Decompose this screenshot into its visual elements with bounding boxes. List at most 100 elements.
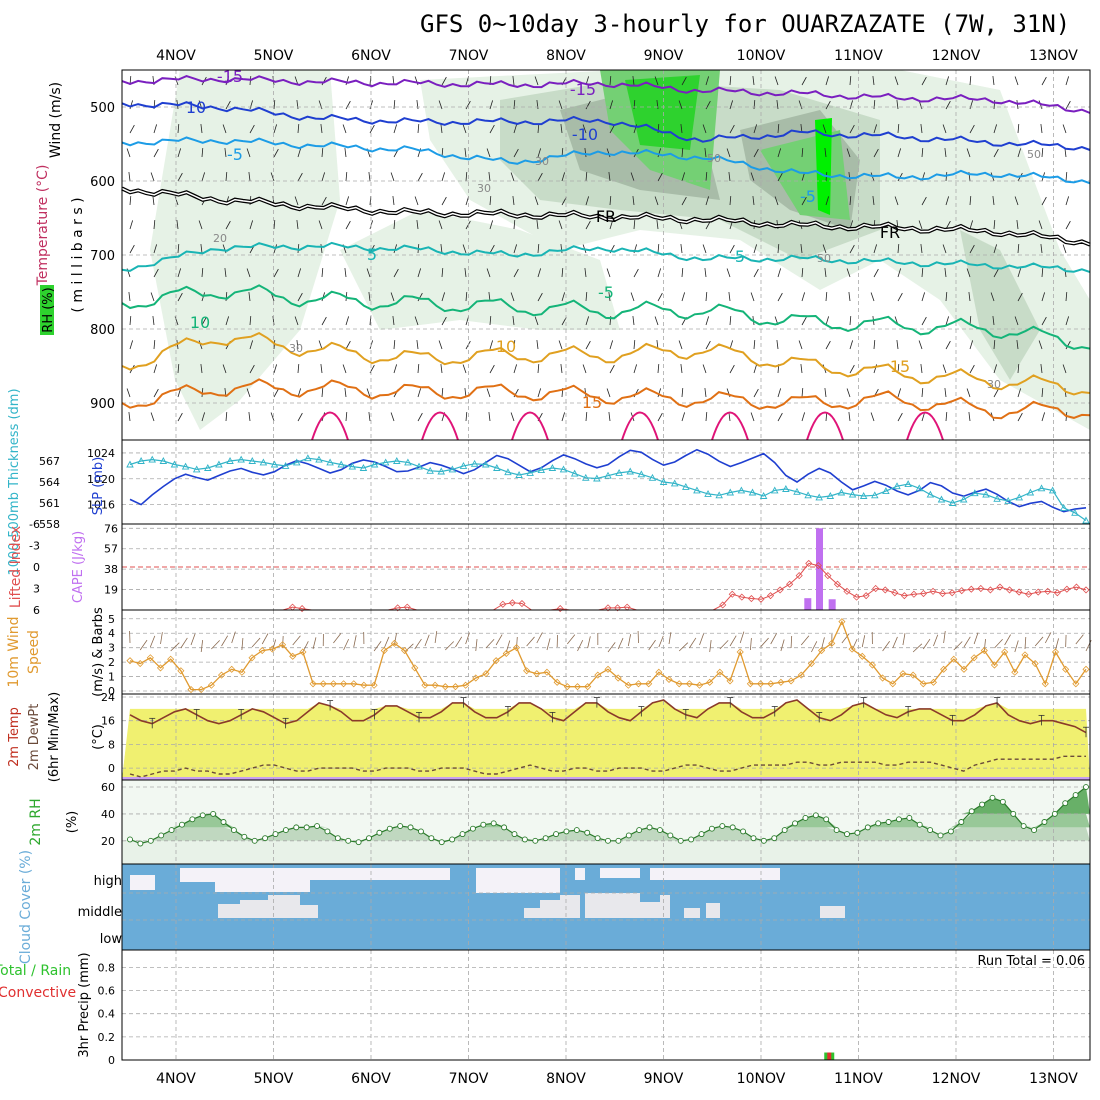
axis-label-cloud: Cloud Cover (%) xyxy=(18,850,34,964)
y-tick-label: 57 xyxy=(104,543,118,556)
axis-label-degc: (°C) xyxy=(91,724,106,750)
wind-barb-10m xyxy=(963,636,971,648)
wind-barb xyxy=(921,292,926,302)
wind-barb xyxy=(296,220,299,230)
li-marker xyxy=(833,580,842,588)
wind-barb xyxy=(849,315,852,326)
wind-barb xyxy=(584,148,587,158)
wind-barb xyxy=(440,124,443,134)
rh-marker xyxy=(1020,823,1027,829)
rh-marker xyxy=(698,831,705,838)
wind-barb xyxy=(1040,124,1043,134)
wind-barb xyxy=(798,100,803,110)
rh-marker xyxy=(781,827,788,834)
wind-speed-marker xyxy=(126,657,134,665)
contour-label: -10 xyxy=(572,125,598,144)
wind-speed-marker xyxy=(228,665,236,673)
wind-barb xyxy=(537,172,543,182)
wind-barb xyxy=(609,100,614,110)
wind-barb xyxy=(153,148,159,158)
x-tick-label-top: 11NOV xyxy=(834,48,883,64)
rh-marker xyxy=(189,816,196,823)
wind-barb xyxy=(248,412,251,422)
wind-barb xyxy=(248,292,251,302)
li-marker xyxy=(786,580,794,588)
li-line xyxy=(130,562,1087,611)
wind-barb xyxy=(417,292,423,302)
li-marker xyxy=(1053,589,1061,597)
wind-barb xyxy=(153,244,158,254)
wind-barb xyxy=(201,172,206,182)
wind-barb-10m xyxy=(404,643,414,653)
wind-barb xyxy=(848,172,851,182)
wind-barb xyxy=(345,196,350,206)
wind-barb xyxy=(1065,100,1071,110)
wind-barb xyxy=(753,388,759,398)
wind-barb xyxy=(606,388,611,398)
wind-barb xyxy=(657,363,660,374)
rh-marker xyxy=(615,837,622,844)
wind-barb xyxy=(824,268,827,278)
wind-barb xyxy=(942,244,947,254)
li-marker xyxy=(986,586,994,594)
thickness-line xyxy=(129,457,1087,521)
wind-barb-10m xyxy=(485,638,495,649)
li-marker xyxy=(1015,588,1023,596)
thickness-marker xyxy=(759,492,768,499)
rh-marker xyxy=(490,820,497,827)
li-marker xyxy=(766,592,775,600)
wind-speed-marker xyxy=(746,680,754,688)
x-tick-label-top: 12NOV xyxy=(932,48,981,64)
thickness-marker xyxy=(270,460,279,468)
wind-barb xyxy=(848,412,851,422)
thickness-marker xyxy=(470,459,479,467)
wind-barb xyxy=(1041,412,1046,422)
wind-speed-marker xyxy=(553,678,561,686)
wind-barb xyxy=(1014,196,1019,206)
dewpt-line xyxy=(129,755,1086,778)
contour-label: -5 xyxy=(598,283,614,302)
wind-barb xyxy=(585,220,591,230)
wind-speed-marker xyxy=(848,645,856,653)
wind-barb xyxy=(225,76,230,86)
wind-barb xyxy=(726,268,731,278)
wind-barb xyxy=(993,148,999,158)
li-marker xyxy=(1044,587,1052,595)
wind-speed-marker xyxy=(146,654,154,662)
thickness-marker xyxy=(1026,488,1035,496)
thickness-marker xyxy=(348,462,357,470)
y-tick-label: 60 xyxy=(101,781,115,794)
rh-marker xyxy=(875,820,882,827)
wind-speed-marker xyxy=(736,648,744,656)
wind-barb-10m xyxy=(1034,636,1044,647)
wind-barb-10m xyxy=(1014,640,1019,653)
wind-barb xyxy=(705,196,710,206)
x-tick-label-bottom: 4NOV xyxy=(156,1071,196,1087)
wind-barb-10m xyxy=(536,632,543,644)
rh-legend-swatch xyxy=(40,285,54,335)
wind-barb xyxy=(416,220,419,230)
wind-speed-marker xyxy=(370,681,378,689)
wind-barb xyxy=(129,195,132,206)
wind-barb xyxy=(753,148,759,158)
wind-barb xyxy=(657,388,662,398)
wind-barb xyxy=(297,123,300,134)
isotherm-line xyxy=(121,75,1091,114)
legend-convective: Convective xyxy=(0,985,76,1001)
wind-barb xyxy=(632,196,635,206)
wind-barb xyxy=(752,76,755,86)
contour-label: FR xyxy=(596,207,616,226)
wind-barb xyxy=(656,100,659,110)
wind-speed-marker xyxy=(838,618,846,626)
wind-barb xyxy=(438,100,443,110)
wind-barb xyxy=(824,148,827,158)
wind-barb xyxy=(849,340,854,350)
wind-speed-marker xyxy=(604,665,612,673)
contour-label: 30 xyxy=(477,182,491,195)
wind-barb xyxy=(392,316,395,326)
thickness-marker xyxy=(537,466,546,474)
wind-barb xyxy=(728,172,731,182)
li-marker xyxy=(757,595,765,603)
wind-barb xyxy=(1017,292,1023,302)
wind-barb xyxy=(752,196,755,206)
